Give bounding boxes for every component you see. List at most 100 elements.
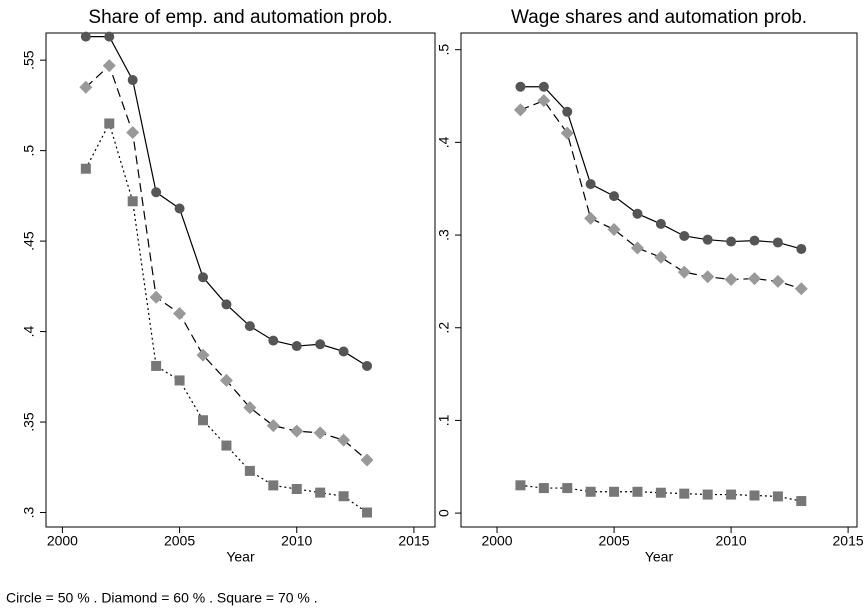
marker-circle bbox=[679, 230, 690, 241]
y-tick-label: .4 bbox=[436, 136, 452, 148]
series-line bbox=[85, 64, 368, 461]
marker-diamond bbox=[290, 424, 304, 438]
marker-circle bbox=[585, 179, 596, 190]
marker-diamond bbox=[126, 126, 140, 140]
marker-square bbox=[772, 491, 783, 502]
marker-diamond bbox=[584, 211, 598, 225]
marker-circle bbox=[655, 218, 666, 229]
marker-circle bbox=[515, 81, 526, 92]
marker-square bbox=[679, 488, 690, 499]
marker-circle bbox=[291, 341, 302, 352]
marker-diamond bbox=[513, 103, 527, 117]
y-tick-label: .5 bbox=[21, 145, 37, 157]
x-tick-label: 2015 bbox=[833, 533, 864, 549]
marker-square bbox=[80, 163, 91, 174]
marker-circle bbox=[221, 299, 232, 310]
marker-square bbox=[174, 375, 185, 386]
marker-circle bbox=[198, 272, 209, 283]
plot-frame bbox=[45, 32, 436, 528]
plot-frame bbox=[460, 32, 858, 528]
marker-circle bbox=[127, 75, 138, 86]
y-tick-label: .2 bbox=[436, 322, 452, 334]
marker-square bbox=[749, 490, 760, 501]
marker-diamond bbox=[243, 401, 257, 415]
marker-square bbox=[244, 465, 255, 476]
marker-diamond bbox=[607, 222, 621, 236]
marker-diamond bbox=[537, 94, 551, 108]
marker-square bbox=[151, 360, 162, 371]
marker-circle bbox=[362, 360, 373, 371]
y-tick-label: .4 bbox=[21, 326, 37, 338]
marker-square bbox=[315, 487, 326, 498]
marker-diamond bbox=[360, 453, 374, 467]
marker-circle bbox=[244, 321, 255, 332]
marker-circle bbox=[268, 335, 279, 346]
y-tick-label: .3 bbox=[21, 506, 37, 518]
marker-diamond bbox=[337, 433, 351, 447]
marker-diamond bbox=[196, 348, 210, 362]
marker-diamond bbox=[747, 272, 761, 286]
x-tick-label: 2005 bbox=[164, 533, 195, 549]
marker-diamond bbox=[79, 80, 93, 94]
marker-square bbox=[198, 415, 209, 426]
x-axis-label: Year bbox=[226, 549, 255, 565]
marker-square bbox=[562, 483, 573, 494]
marker-square bbox=[632, 486, 643, 497]
marker-diamond bbox=[771, 274, 785, 288]
marker-square bbox=[515, 480, 526, 491]
marker-diamond bbox=[102, 59, 116, 73]
marker-diamond bbox=[173, 306, 187, 320]
note: Circle = 50 % . Diamond = 60 % . Square … bbox=[6, 590, 318, 606]
x-tick-label: 2015 bbox=[398, 533, 429, 549]
y-tick-label: .5 bbox=[436, 44, 452, 56]
x-tick-label: 2000 bbox=[481, 533, 512, 549]
marker-diamond bbox=[724, 273, 738, 287]
marker-circle bbox=[702, 234, 713, 245]
marker-circle bbox=[174, 203, 185, 214]
x-tick-label: 2010 bbox=[281, 533, 312, 549]
marker-square bbox=[702, 489, 713, 500]
y-tick-label: .45 bbox=[21, 231, 37, 251]
marker-square bbox=[104, 118, 115, 129]
marker-square bbox=[127, 196, 138, 207]
marker-diamond bbox=[701, 270, 715, 284]
marker-square bbox=[585, 486, 596, 497]
chart-title: Wage shares and automation prob. bbox=[511, 7, 807, 28]
marker-diamond bbox=[630, 241, 644, 255]
marker-circle bbox=[632, 208, 643, 219]
marker-circle bbox=[338, 346, 349, 357]
marker-circle bbox=[538, 81, 549, 92]
marker-square bbox=[655, 487, 666, 498]
marker-diamond bbox=[560, 126, 574, 140]
marker-square bbox=[338, 491, 349, 502]
y-tick-label: .3 bbox=[436, 229, 452, 241]
chart-title: Share of emp. and automation prob. bbox=[88, 7, 392, 28]
marker-diamond bbox=[219, 373, 233, 387]
series-line bbox=[85, 121, 368, 514]
y-tick-label: .1 bbox=[436, 414, 452, 426]
marker-square bbox=[726, 489, 737, 500]
marker-diamond bbox=[266, 419, 280, 433]
marker-circle bbox=[796, 243, 807, 254]
y-tick-label: .35 bbox=[21, 412, 37, 432]
marker-circle bbox=[104, 31, 115, 42]
marker-circle bbox=[749, 235, 760, 246]
marker-circle bbox=[609, 191, 620, 202]
marker-circle bbox=[80, 31, 91, 42]
x-tick-label: 2000 bbox=[47, 533, 78, 549]
y-tick-label: 0 bbox=[436, 509, 452, 517]
marker-circle bbox=[562, 106, 573, 117]
marker-square bbox=[796, 496, 807, 507]
marker-diamond bbox=[654, 250, 668, 264]
marker-diamond bbox=[794, 282, 808, 296]
marker-square bbox=[362, 507, 373, 518]
marker-circle bbox=[151, 187, 162, 198]
x-tick-label: 2005 bbox=[598, 533, 629, 549]
x-axis-label: Year bbox=[645, 549, 674, 565]
marker-diamond bbox=[677, 265, 691, 279]
marker-square bbox=[268, 480, 279, 491]
marker-diamond bbox=[313, 426, 327, 440]
marker-circle bbox=[726, 236, 737, 247]
marker-square bbox=[609, 486, 620, 497]
